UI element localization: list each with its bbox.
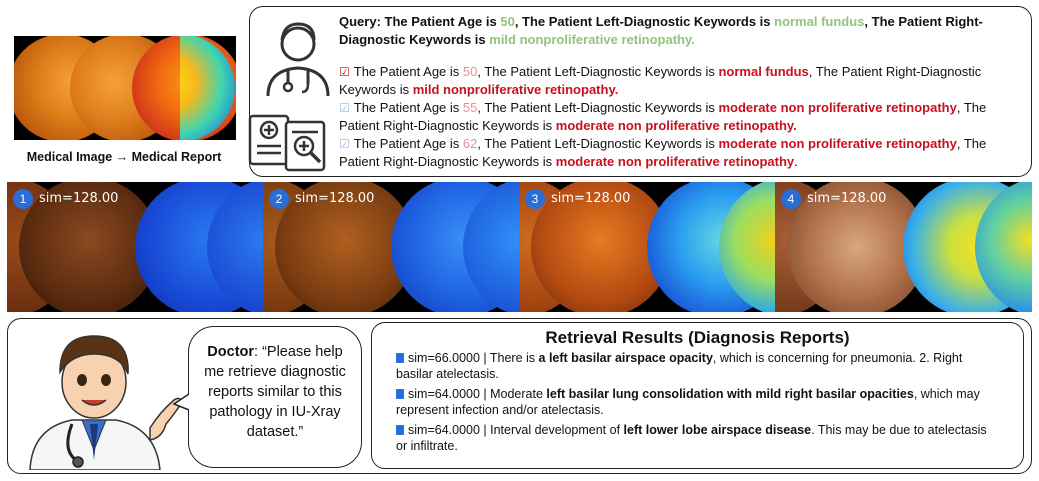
speech-bubble-tail (172, 393, 192, 411)
retrieved-tile-2: 2 sim=128.00 (263, 182, 519, 312)
rank-badge: 2 (269, 189, 289, 209)
medical-image-panel: Medical Image → Medical Report (7, 12, 241, 174)
retrieval-results-title: Retrieval Results (Diagnosis Reports) (545, 328, 850, 347)
fundus-pair-image (14, 36, 236, 140)
query-panel (249, 6, 1032, 177)
doctor-icon (266, 22, 330, 97)
similarity-label: sim=128.00 (551, 191, 631, 206)
query-left-keyword: normal fundus (774, 14, 865, 29)
result-item-2: ☑ The Patient Age is 55, The Patient Left… (339, 100, 987, 133)
medical-report-icon (248, 114, 326, 172)
checkbox-icon: ☑ (339, 137, 350, 151)
rank-badge: 1 (13, 189, 33, 209)
document-icon (396, 425, 404, 435)
query-text: Query: The Patient Age is 50, The Patien… (339, 14, 983, 47)
doctor-request-text: Doctor: “Please help me retrieve diagnos… (204, 344, 346, 440)
query-age: 50 (500, 14, 515, 29)
report-item-1: sim=66.0000 | There is a left basilar ai… (396, 351, 963, 381)
doctor-cartoon-icon (29, 335, 183, 470)
image-caption: Medical Image → Medical Report (26, 150, 222, 164)
rank-badge: 3 (525, 189, 545, 209)
result-item-3: ☑ The Patient Age is 62, The Patient Left… (339, 136, 987, 169)
report-item-2: sim=64.0000 | Moderate left basilar lung… (396, 387, 980, 417)
document-icon (396, 353, 404, 363)
query-right-keyword: mild nonproliferative retinopathy. (489, 32, 695, 47)
similarity-label: sim=128.00 (295, 191, 375, 206)
report-item-3: sim=64.0000 | Interval development of le… (396, 423, 987, 453)
retrieval-results-panel (371, 322, 1024, 469)
checkbox-icon: ☑ (339, 101, 350, 115)
rank-badge: 4 (781, 189, 801, 209)
similarity-label: sim=128.00 (807, 191, 887, 206)
checkbox-icon: ☑ (339, 65, 350, 79)
retrieved-tile-1: 1 sim=128.00 (7, 182, 263, 312)
document-icon (396, 389, 404, 399)
result-item-1: ☑ The Patient Age is 50, The Patient Left… (339, 64, 982, 97)
similarity-label: sim=128.00 (39, 191, 119, 206)
retrieved-tile-4: 4 sim=128.00 (775, 182, 1032, 312)
retrieved-tile-3: 3 sim=128.00 (519, 182, 775, 312)
retrieved-image-strip: 1 sim=128.00 2 sim=128.00 3 sim=128.00 4… (7, 182, 1032, 312)
